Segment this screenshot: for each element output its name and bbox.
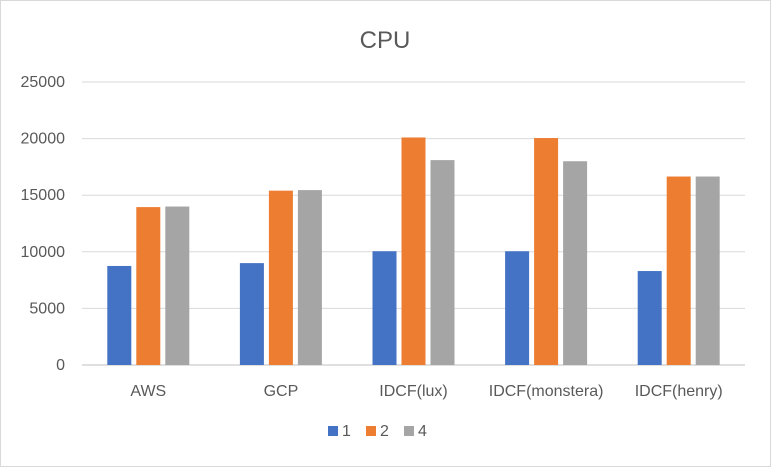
- y-tick-label: 10000: [21, 244, 66, 261]
- bar-1-IDCF(henry): [637, 271, 662, 365]
- bar-2-IDCF(lux): [401, 137, 426, 365]
- x-tick-label: IDCF(henry): [635, 383, 723, 400]
- bars: [107, 137, 720, 365]
- bar-4-GCP: [297, 190, 322, 365]
- bar-1-GCP: [239, 263, 264, 365]
- x-axis: AWS GCP IDCF(lux) IDCF(monstera) IDCF(henry): [130, 383, 722, 400]
- legend-swatch: [404, 426, 414, 436]
- bar-4-IDCF(lux): [430, 160, 455, 365]
- y-tick-label: 25000: [21, 74, 66, 91]
- bar-2-IDCF(monstera): [534, 138, 559, 365]
- bar-4-AWS: [165, 206, 190, 365]
- legend: 1 2 4: [328, 423, 427, 440]
- x-tick-label: IDCF(monstera): [489, 383, 604, 400]
- bar-1-IDCF(monstera): [505, 251, 530, 365]
- bar-2-AWS: [136, 207, 161, 365]
- bar-4-IDCF(henry): [695, 176, 720, 365]
- bar-1-IDCF(lux): [372, 251, 397, 365]
- y-axis: 0 5000 10000 15000 20000 25000: [21, 74, 66, 374]
- bar-1-AWS: [107, 265, 132, 365]
- x-tick-label: AWS: [130, 383, 166, 400]
- y-tick-label: 5000: [29, 300, 65, 317]
- legend-label: 1: [342, 423, 351, 440]
- x-tick-label: IDCF(lux): [379, 383, 447, 400]
- y-tick-label: 15000: [21, 187, 66, 204]
- x-tick-label: GCP: [264, 383, 299, 400]
- legend-label: 2: [380, 423, 389, 440]
- bar-2-IDCF(henry): [666, 176, 691, 365]
- chart-title: CPU: [360, 27, 411, 54]
- bar-4-IDCF(monstera): [563, 161, 588, 365]
- legend-swatch: [366, 426, 376, 436]
- legend-label: 4: [418, 423, 427, 440]
- legend-swatch: [328, 426, 338, 436]
- y-tick-label: 20000: [21, 131, 66, 148]
- y-tick-label: 0: [56, 357, 65, 374]
- bar-2-GCP: [268, 190, 293, 365]
